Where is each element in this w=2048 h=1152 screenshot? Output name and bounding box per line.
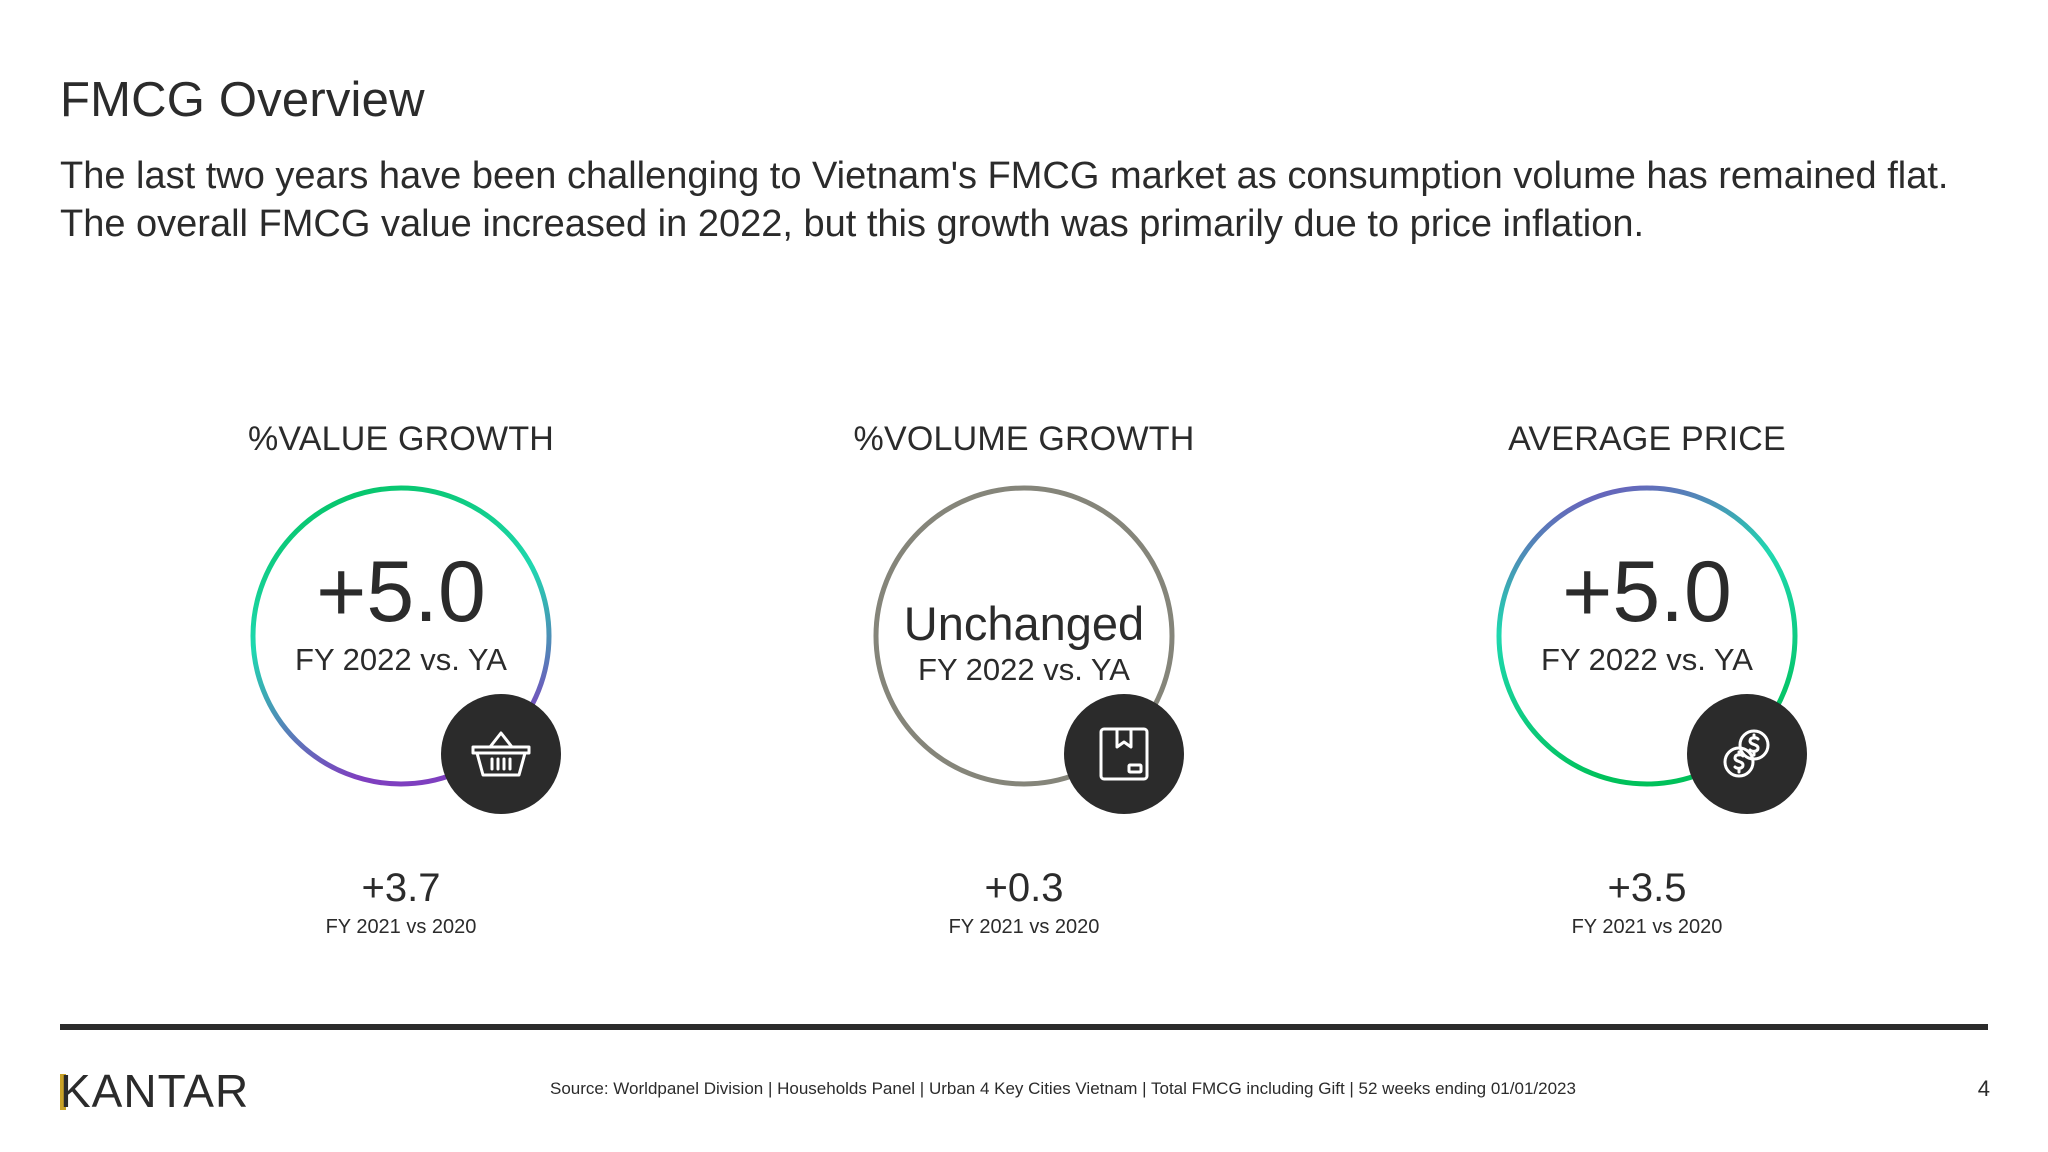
badge bbox=[441, 694, 561, 814]
kpi-average-price: AVERAGE PRICE +5.0 FY 2022 vs. YA bbox=[1387, 420, 1907, 960]
gradient-ring bbox=[1496, 485, 1798, 787]
kpi-value: +5.0 bbox=[316, 544, 486, 640]
page-title: FMCG Overview bbox=[60, 73, 425, 127]
logo-accent bbox=[60, 1074, 66, 1110]
kpi-period: FY 2022 vs. YA bbox=[1541, 642, 1753, 677]
page-subtitle: The last two years have been challenging… bbox=[60, 155, 1949, 245]
badge bbox=[1687, 694, 1807, 814]
prev-value: +3.7 bbox=[361, 866, 441, 910]
coins-icon bbox=[1723, 729, 1770, 778]
badge bbox=[1064, 694, 1184, 814]
prev-period: FY 2021 vs 2020 bbox=[948, 916, 1100, 938]
kpi-ring: +5.0 FY 2022 vs. YA bbox=[1496, 485, 1807, 814]
page-number: 4 bbox=[1977, 1076, 1990, 1101]
kantar-logo: KANTAR bbox=[60, 1065, 250, 1117]
shopping-basket-icon bbox=[471, 731, 531, 777]
source-note: Source: Worldpanel Division | Households… bbox=[550, 1079, 1576, 1098]
prev-value: +0.3 bbox=[984, 866, 1064, 910]
kpi-label: AVERAGE PRICE bbox=[1508, 420, 1786, 458]
kpi-period: FY 2022 vs. YA bbox=[918, 652, 1130, 687]
gradient-ring bbox=[250, 485, 552, 787]
kpi-label: %VOLUME GROWTH bbox=[853, 420, 1195, 458]
kpi-volume-growth: %VOLUME GROWTH Unchanged FY 2022 vs. YA … bbox=[764, 420, 1284, 960]
prev-period: FY 2021 vs 2020 bbox=[1571, 916, 1723, 938]
prev-period: FY 2021 vs 2020 bbox=[325, 916, 477, 938]
kpi-period: FY 2022 vs. YA bbox=[295, 642, 507, 677]
gray-ring bbox=[873, 485, 1175, 787]
footer-divider bbox=[60, 1024, 1988, 1030]
kpi-value-growth: %VALUE GROWTH +5.0 FY 2022 vs. YA bbox=[141, 420, 661, 960]
package-box-icon bbox=[1099, 727, 1149, 781]
kpi-value: +5.0 bbox=[1562, 544, 1732, 640]
kpi-value: Unchanged bbox=[903, 597, 1145, 650]
kpi-ring: +5.0 FY 2022 vs. YA bbox=[250, 485, 561, 814]
prev-value: +3.5 bbox=[1607, 866, 1687, 910]
kpi-ring: Unchanged FY 2022 vs. YA bbox=[873, 485, 1184, 814]
kpi-label: %VALUE GROWTH bbox=[247, 420, 555, 458]
